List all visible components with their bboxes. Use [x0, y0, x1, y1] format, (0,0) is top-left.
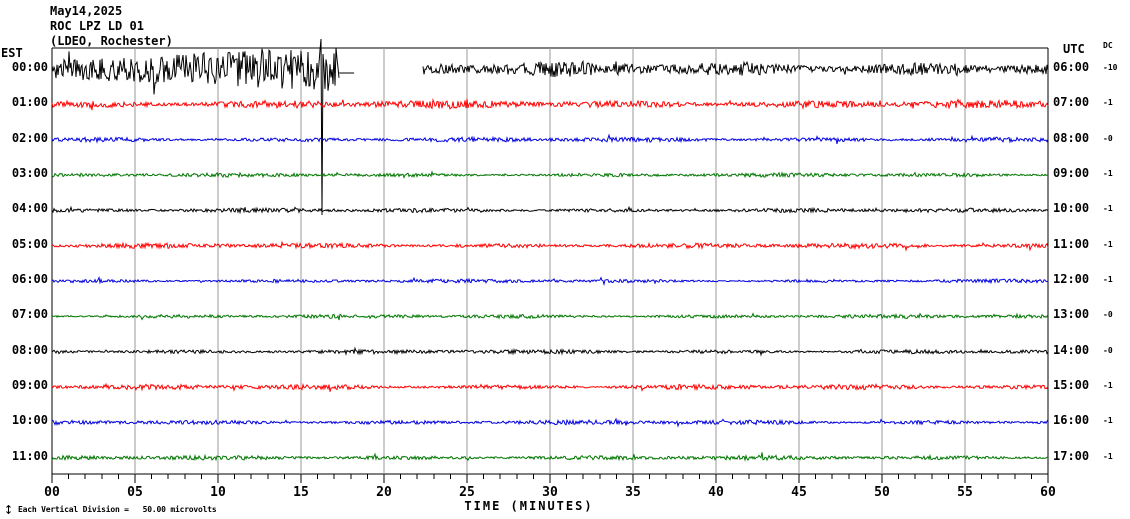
x-axis-title: TIME (MINUTES): [464, 499, 594, 513]
dc-value: -1: [1103, 98, 1113, 107]
dc-value: -0: [1103, 310, 1113, 319]
grid-lines: [134, 48, 966, 474]
utc-time-label: 08:00: [1053, 131, 1090, 145]
left-axis-header: EST: [1, 46, 23, 60]
scale-note: Each Vertical Division = 50.00 microvolt…: [18, 505, 217, 514]
axis-ticks: [51, 474, 1049, 483]
est-time-label: 10:00: [11, 413, 48, 427]
est-time-label: 06:00: [11, 272, 48, 286]
utc-time-label: 09:00: [1053, 166, 1090, 180]
right-axis-header: UTC: [1063, 42, 1085, 56]
x-tick-label: 55: [957, 485, 973, 500]
dc-value: -0: [1103, 134, 1113, 143]
x-tick-label: 25: [459, 485, 475, 500]
dc-value: -1: [1103, 452, 1113, 461]
scale-marker-icon: [6, 505, 11, 514]
trace-row-4: [51, 205, 1049, 215]
utc-time-label: 11:00: [1053, 237, 1090, 251]
trace-row-11: [51, 452, 1049, 462]
trace-row-3: [51, 170, 1049, 179]
est-time-label: 09:00: [11, 378, 48, 392]
dc-value: -1: [1103, 416, 1113, 425]
trace-row-5: [51, 240, 1049, 252]
utc-time-label: 15:00: [1053, 378, 1090, 392]
x-tick-label: 10: [210, 485, 226, 500]
est-time-label: 04:00: [11, 201, 48, 215]
trace-row-8: [51, 346, 1049, 357]
dc-value: -10: [1103, 63, 1118, 72]
utc-time-label: 06:00: [1053, 60, 1090, 74]
utc-time-label: 14:00: [1053, 343, 1090, 357]
trace-row-9: [51, 382, 1049, 393]
trace-row-10: [51, 417, 1049, 428]
dc-value: -1: [1103, 204, 1113, 213]
est-time-label: 01:00: [11, 95, 48, 109]
x-tick-label: 20: [376, 485, 392, 500]
est-time-label: 00:00: [11, 60, 48, 74]
utc-time-label: 07:00: [1053, 95, 1090, 109]
title-network: (LDEO, Rochester): [50, 34, 173, 48]
est-time-label: 03:00: [11, 166, 48, 180]
trace-row-2: [51, 133, 1049, 144]
trace-row-1: [51, 98, 1049, 111]
trace-row-0: [51, 38, 1049, 216]
utc-time-label: 10:00: [1053, 201, 1090, 215]
est-time-label: 02:00: [11, 131, 48, 145]
trace-row-7: [51, 312, 1049, 321]
utc-time-label: 12:00: [1053, 272, 1090, 286]
dc-value: -1: [1103, 275, 1113, 284]
est-time-label: 07:00: [11, 307, 48, 321]
x-tick-label: 40: [708, 485, 724, 500]
dc-value: -0: [1103, 346, 1113, 355]
dc-value: -1: [1103, 381, 1113, 390]
x-tick-label: 05: [127, 485, 143, 500]
utc-time-label: 17:00: [1053, 449, 1090, 463]
x-tick-label: 60: [1040, 485, 1056, 500]
dc-value: -1: [1103, 169, 1113, 178]
utc-time-label: 13:00: [1053, 307, 1090, 321]
trace-row-6: [51, 276, 1049, 287]
x-tick-label: 15: [293, 485, 309, 500]
est-time-label: 11:00: [11, 449, 48, 463]
x-tick-label: 50: [874, 485, 890, 500]
title-station: ROC LPZ LD 01: [50, 19, 144, 33]
est-time-label: 08:00: [11, 343, 48, 357]
utc-time-label: 16:00: [1053, 413, 1090, 427]
x-tick-label: 30: [542, 485, 558, 500]
x-tick-label: 35: [625, 485, 641, 500]
x-tick-label: 00: [44, 485, 60, 500]
x-tick-label: 45: [791, 485, 807, 500]
title-date: May14,2025: [50, 4, 123, 18]
dc-column-header: DC: [1103, 41, 1113, 50]
dc-value: -1: [1103, 240, 1113, 249]
est-time-label: 05:00: [11, 237, 48, 251]
